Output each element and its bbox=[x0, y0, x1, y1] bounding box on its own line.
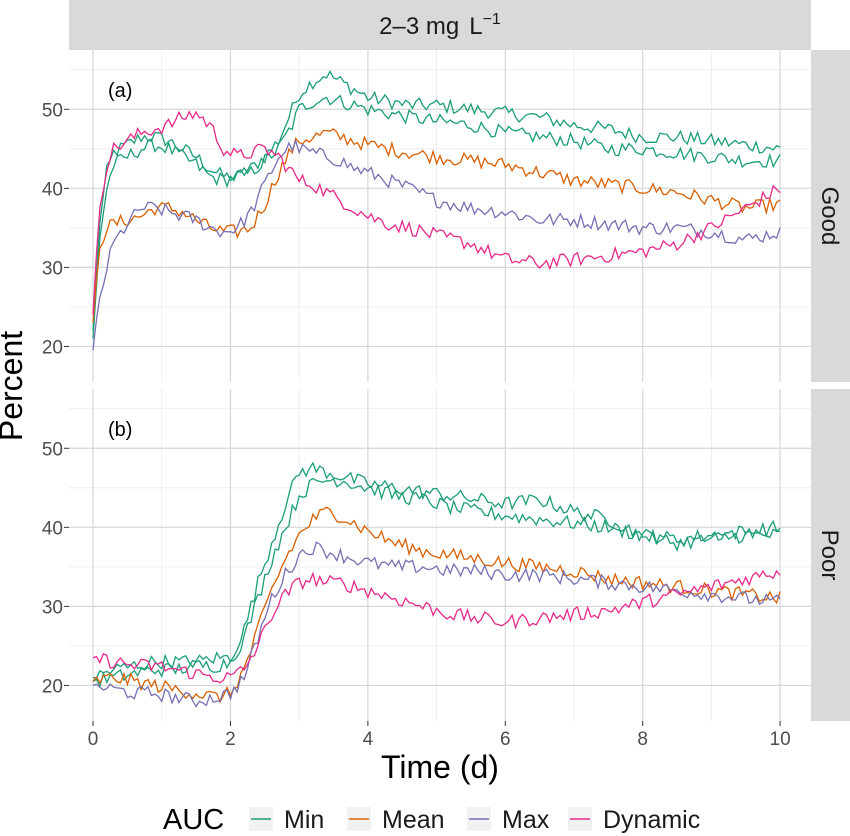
legend-label-mean: Mean bbox=[382, 806, 445, 834]
column-strip bbox=[69, 0, 811, 50]
panel-tag-a: (a) bbox=[108, 80, 132, 102]
series-line-min-poor-1 bbox=[92, 477, 781, 689]
x-tick-label: 2 bbox=[225, 729, 236, 750]
panel-poor bbox=[69, 389, 811, 721]
panel-tag-b: (b) bbox=[108, 419, 132, 441]
x-tick-label: 10 bbox=[770, 729, 791, 750]
series-line-dynamic-poor-4 bbox=[92, 569, 781, 684]
y-tick-label: 50 bbox=[42, 439, 63, 460]
y-tick-label: 30 bbox=[42, 597, 63, 618]
panel-background bbox=[69, 389, 811, 721]
panel-good bbox=[69, 50, 811, 382]
y-tick-label: 20 bbox=[42, 337, 63, 358]
series-line-max-good-3 bbox=[92, 138, 781, 351]
row-strip-poor-text: Poor bbox=[816, 530, 843, 581]
series-line-min-good-1 bbox=[92, 94, 781, 339]
legend-label-dynamic: Dynamic bbox=[603, 806, 700, 834]
row-strip-good-text: Good bbox=[816, 187, 843, 246]
row-strip-good bbox=[811, 50, 850, 382]
row-strip-poor bbox=[811, 389, 850, 721]
y-tick-label: 40 bbox=[42, 518, 63, 539]
legend-label-max: Max bbox=[502, 806, 550, 834]
axis-ticks: 20 30 40 50 20 30 40 50 0 2 4 6 8 10 bbox=[42, 100, 791, 750]
x-tick-label: 6 bbox=[500, 729, 511, 750]
series-line-min-good-0 bbox=[92, 70, 781, 331]
y-tick-label: 50 bbox=[42, 100, 63, 121]
column-strip-text: 2–3 mg L−1 bbox=[379, 11, 501, 40]
series-line-dynamic-good-4 bbox=[92, 110, 781, 315]
x-axis-title: Time (d) bbox=[381, 749, 499, 785]
series-line-mean-good-2 bbox=[92, 128, 781, 323]
x-tick-label: 4 bbox=[363, 729, 374, 750]
series-line-max-poor-3 bbox=[92, 541, 781, 708]
y-tick-label: 30 bbox=[42, 258, 63, 279]
x-tick-label: 0 bbox=[88, 729, 99, 750]
y-tick-label: 20 bbox=[42, 676, 63, 697]
legend: AUC Min Mean Max Dynamic bbox=[163, 804, 700, 836]
series-line-min-poor-0 bbox=[92, 461, 781, 679]
y-axis-title: Percent bbox=[0, 331, 29, 441]
x-tick-label: 8 bbox=[637, 729, 648, 750]
y-tick-label: 40 bbox=[42, 179, 63, 200]
panel-background bbox=[69, 50, 811, 382]
legend-title: AUC bbox=[163, 804, 224, 836]
legend-label-min: Min bbox=[284, 806, 324, 834]
